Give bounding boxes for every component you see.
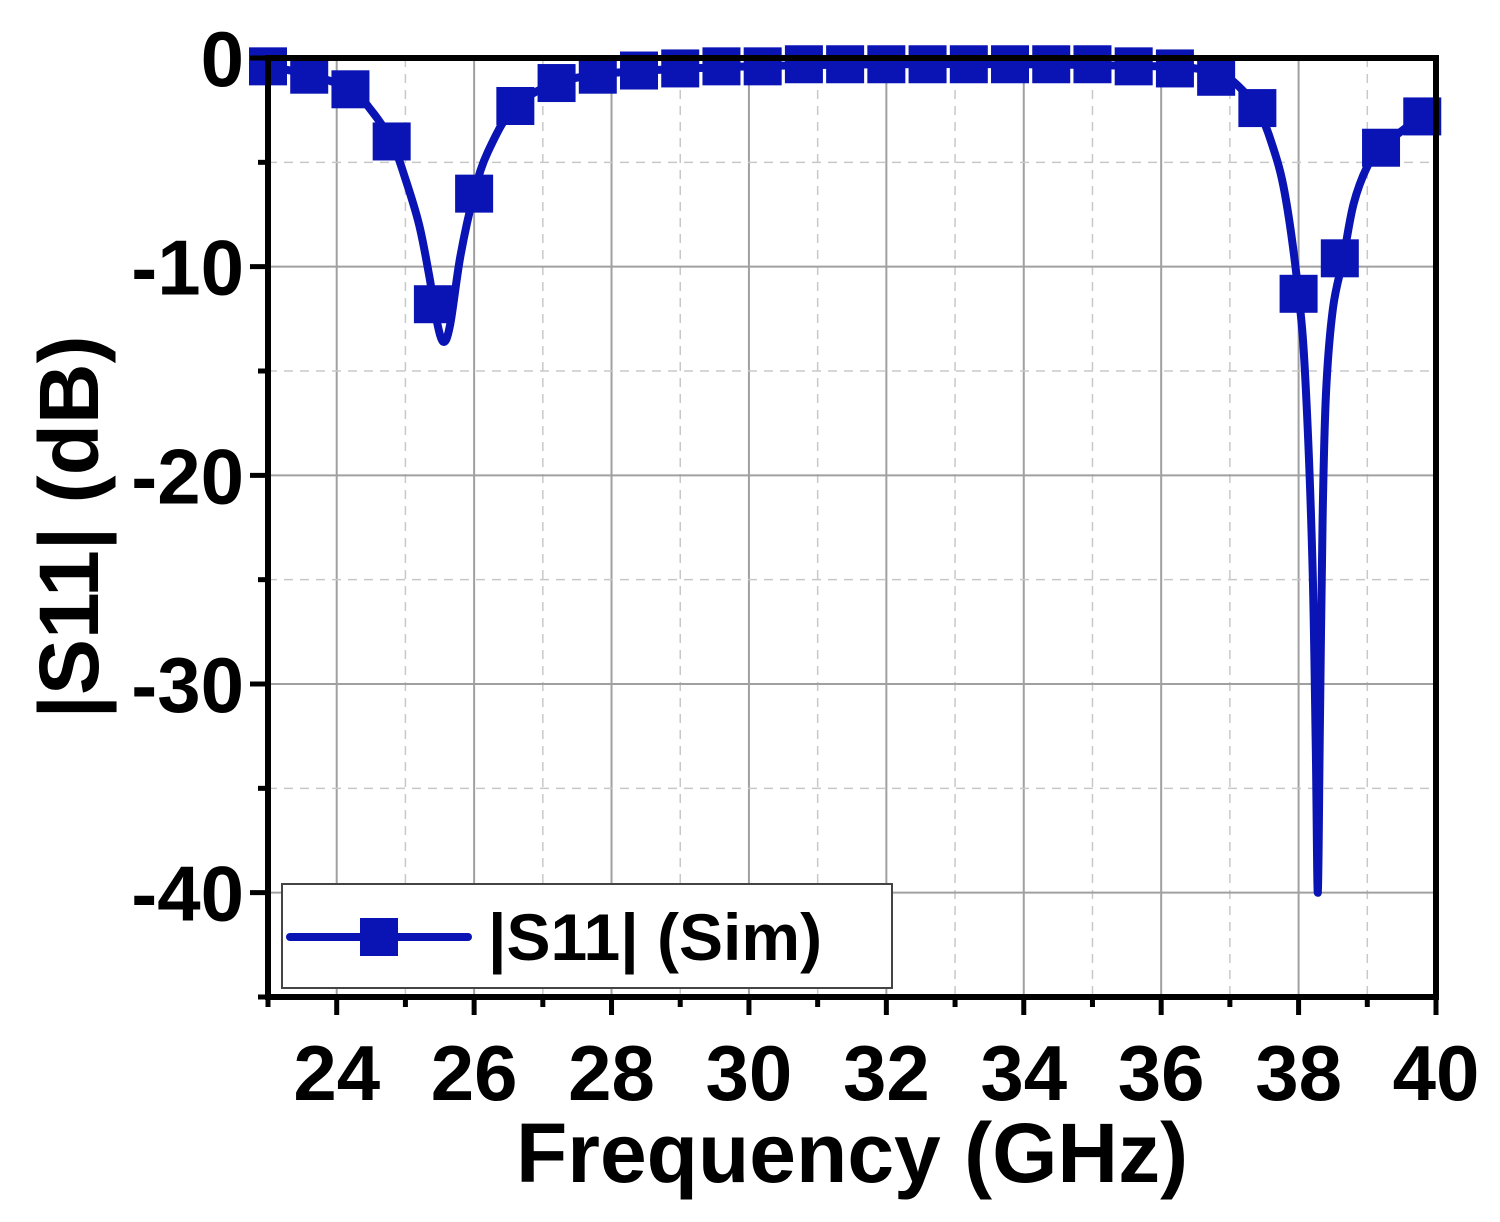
tick-labels: 24 26 28 30 32 34 36 38 40 0 -10 -20 -30 -40 — [131, 15, 1479, 1117]
y-tick-label: -40 — [131, 850, 244, 938]
series-marker — [537, 64, 576, 103]
series-marker — [1114, 47, 1153, 86]
x-tick-label: 38 — [1255, 1029, 1342, 1117]
series-marker — [867, 45, 906, 84]
x-tick-label: 32 — [843, 1029, 930, 1117]
series-marker — [1238, 89, 1277, 128]
series-marker — [372, 122, 411, 161]
legend: |S11| (Sim) — [281, 883, 893, 989]
x-tick-label: 24 — [293, 1029, 380, 1117]
x-tick-label: 30 — [706, 1029, 793, 1117]
series-marker — [949, 45, 988, 84]
y-tick-label: -10 — [131, 224, 244, 312]
series-marker — [908, 45, 947, 84]
series-marker — [743, 47, 782, 86]
legend-label: |S11| (Sim) — [488, 900, 822, 976]
axis-ticks — [250, 55, 1439, 1015]
series-marker — [784, 45, 823, 84]
x-tick-label: 40 — [1393, 1029, 1480, 1117]
series-marker — [331, 70, 370, 109]
series-marker — [826, 45, 865, 84]
series-marker — [413, 285, 452, 324]
series-marker — [578, 55, 617, 94]
series-marker — [1032, 45, 1071, 84]
plot-background — [268, 58, 1436, 997]
series-marker — [1279, 274, 1318, 313]
series-marker — [1197, 57, 1236, 96]
series-marker — [1073, 45, 1112, 84]
series-marker — [702, 47, 741, 86]
x-tick-label: 36 — [1118, 1029, 1205, 1117]
x-tick-label: 34 — [980, 1029, 1067, 1117]
legend-marker-swatch — [360, 918, 398, 956]
x-tick-label: 26 — [431, 1029, 518, 1117]
y-tick-label: -20 — [131, 432, 244, 520]
series-marker — [455, 174, 494, 213]
x-axis-title: Frequency (GHz) — [516, 1106, 1188, 1200]
y-tick-label: 0 — [201, 15, 244, 103]
plot-frame — [265, 55, 1439, 1000]
series-marker-layer — [249, 45, 1442, 324]
series-marker — [290, 55, 329, 94]
x-tick-label: 28 — [568, 1029, 655, 1117]
series-marker — [1362, 128, 1401, 167]
y-tick-label: -30 — [131, 641, 244, 729]
series-marker — [991, 45, 1030, 84]
y-axis-title: |S11| (dB) — [22, 335, 117, 718]
series-marker — [1320, 239, 1359, 278]
series-marker — [496, 86, 535, 125]
